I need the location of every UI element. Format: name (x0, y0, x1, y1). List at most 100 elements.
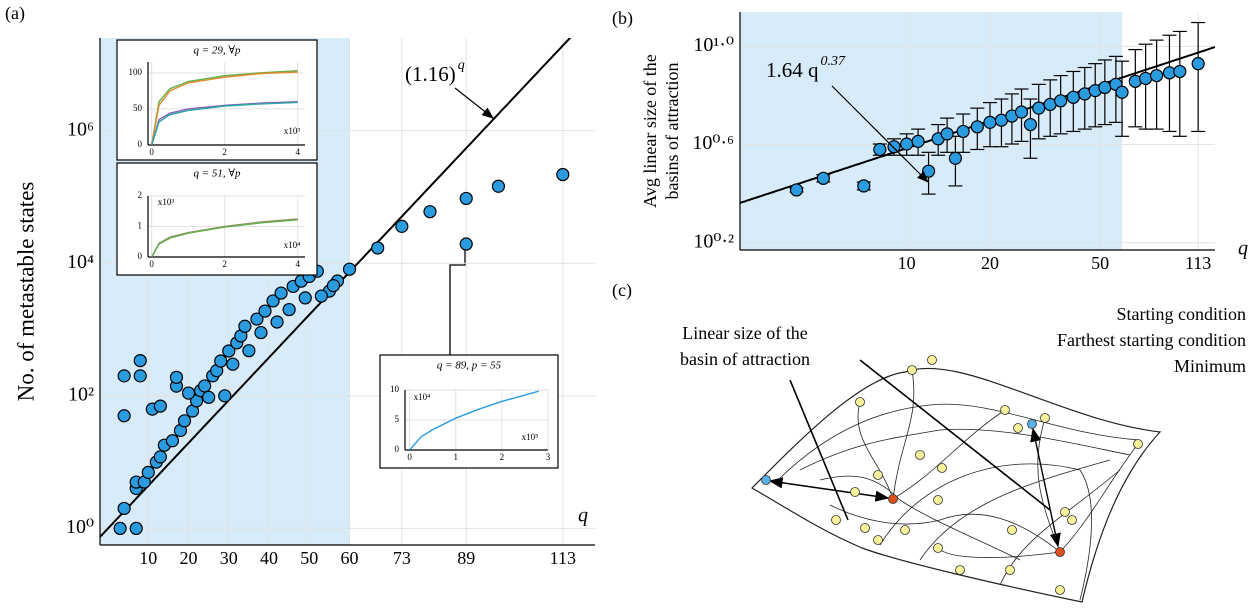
point (270, 315, 284, 329)
x-tick-label: 4 (295, 147, 300, 157)
point (153, 399, 167, 413)
plot-area (151, 218, 298, 257)
x-tick-label: 50 (1091, 253, 1109, 273)
x-tick-label: 1 (453, 452, 458, 462)
plot-area (100, 38, 572, 538)
panel-label: (c) (612, 280, 632, 301)
point (921, 164, 936, 178)
series-line (151, 101, 298, 145)
fit-label: 1.64 q (766, 58, 819, 82)
y-tick-label: 100 (129, 67, 143, 77)
point (218, 389, 232, 403)
fit-label: (1.16) (405, 62, 456, 86)
point (298, 291, 312, 305)
x-tick-label: 113 (550, 548, 576, 568)
annotation: Linear size of the (682, 323, 807, 343)
point (113, 521, 127, 536)
y-tick-label: 0 (138, 139, 143, 149)
panel-label: (b) (612, 8, 633, 29)
x-tick-label: 30 (220, 548, 238, 568)
y-axis-title: Avg linear size of the (640, 54, 660, 208)
legend-entry: Minimum (1174, 356, 1246, 376)
x-unit-label: x10⁴ (284, 240, 301, 250)
x-tick-label: 2 (222, 147, 227, 157)
point (1023, 117, 1038, 132)
y-unit-label: x10³ (158, 197, 175, 207)
point (169, 370, 184, 384)
point (887, 140, 901, 154)
point (133, 369, 147, 383)
point (342, 262, 357, 276)
y-tick-label: 10⁴ (67, 251, 94, 273)
inset: q = 29, ∀p 0 50 100 0 2 4 x10³ (116, 39, 318, 161)
inset-frame (379, 354, 559, 469)
point (1173, 64, 1187, 79)
point (117, 409, 131, 423)
x-tick-label: 50 (300, 548, 318, 568)
y-axis-title: basins of attraction (662, 63, 682, 200)
x-tick-label: 113 (1185, 253, 1211, 273)
series-line (151, 71, 298, 145)
y-axis-title: No. of metastable states (13, 182, 38, 402)
inset-title: q = 51, ∀p (193, 168, 241, 180)
point (282, 302, 296, 317)
legend-entry: Starting condition (1117, 304, 1247, 324)
point (1014, 105, 1029, 119)
point (1191, 57, 1205, 71)
inset-frame (116, 162, 318, 276)
point (326, 279, 341, 293)
x-tick-label: 0 (149, 259, 154, 269)
point (873, 142, 887, 157)
point (202, 390, 216, 404)
point (165, 434, 180, 448)
point (1115, 85, 1129, 99)
point (117, 501, 131, 516)
x-tick-label: 40 (260, 548, 278, 568)
point (395, 219, 409, 233)
point (226, 357, 240, 371)
y-unit-label: x10⁴ (414, 392, 431, 402)
point (177, 414, 192, 428)
shaded-region (740, 12, 1123, 250)
basin-diagram (751, 355, 1162, 603)
point (133, 353, 147, 368)
y-tick-label: 1 (138, 221, 143, 231)
point (423, 205, 437, 219)
point (948, 151, 962, 165)
plot-area (740, 21, 1215, 204)
x-tick-label: 89 (457, 548, 475, 568)
plot-area (151, 70, 298, 145)
x-tick-label: 60 (341, 548, 359, 568)
y-tick-label: 10⁰ (66, 516, 94, 538)
point (242, 344, 256, 358)
y-tick-label: 10¹·⁰ (693, 34, 734, 56)
point (459, 237, 473, 251)
annotation-arrow (831, 85, 929, 183)
x-tick-label: 2 (500, 452, 505, 462)
point (900, 137, 914, 151)
y-tick-label: 0 (395, 444, 400, 454)
series-line (409, 390, 539, 450)
point (857, 179, 871, 193)
point (1054, 94, 1068, 108)
point (258, 304, 272, 318)
point (1098, 80, 1112, 95)
point (222, 344, 236, 358)
annotation: basin of attraction (680, 349, 810, 369)
panel: 10⁰·² 10⁰·⁶ 10¹·⁰ 10 20 50 113 (b) q Avg linear s… (612, 8, 1248, 273)
y-tick-label: 10⁶ (67, 118, 94, 140)
point (1139, 71, 1153, 86)
point (816, 171, 830, 185)
point (1150, 68, 1164, 83)
y-tick-label: 10² (68, 383, 94, 405)
point (181, 386, 196, 400)
y-tick-label: 10⁰·⁶ (692, 132, 734, 154)
x-unit-label: x10⁵ (522, 432, 539, 442)
y-tick-label: 10 (390, 384, 400, 394)
x-tick-label: 4 (295, 259, 300, 269)
connector (449, 248, 466, 355)
inset-frame (116, 39, 318, 161)
point (214, 354, 228, 368)
point (274, 286, 288, 300)
point (238, 319, 252, 333)
